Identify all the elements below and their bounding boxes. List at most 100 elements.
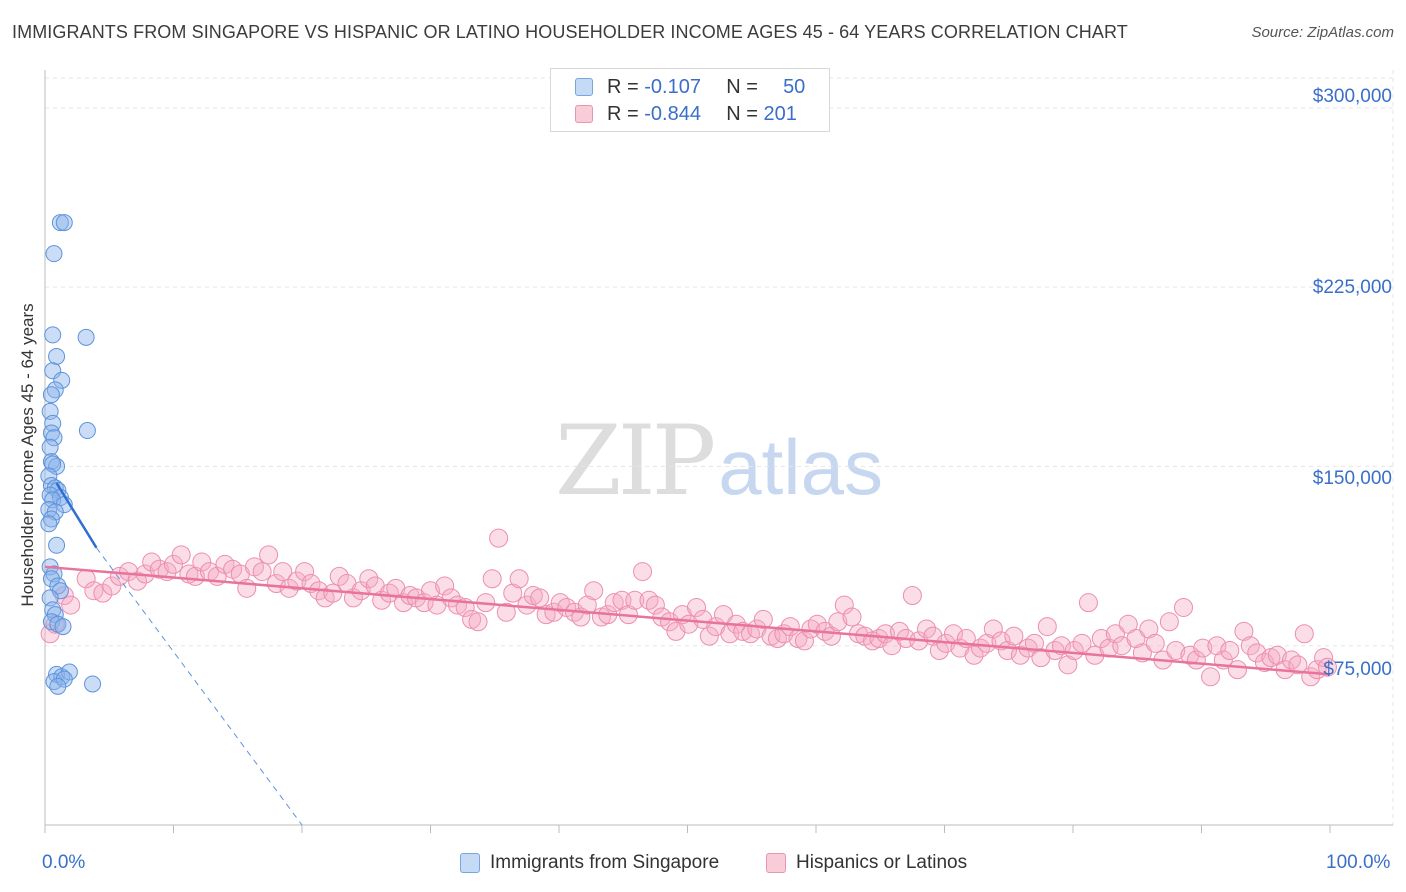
singapore-point-49 [84,675,102,693]
singapore-point-1 [55,214,73,232]
hispanic-point-124 [917,619,937,639]
hispanic-point-162 [1174,597,1194,617]
singapore-point-30 [40,515,58,533]
hispanic-point-41 [351,581,371,601]
hispanic-point-112 [834,595,854,615]
hispanic-point-75 [584,581,604,601]
hispanic-point-97 [733,621,753,641]
hispanic-point-16 [171,545,191,565]
singapore-point-42 [54,618,72,636]
legend-n-label: N = [726,75,758,98]
singapore-point-29 [42,510,60,528]
hispanic-point-92 [699,626,719,646]
hispanic-point-172 [1240,636,1260,656]
hispanic-point-133 [977,633,997,653]
hispanic-point-120 [890,621,910,641]
hispanic-point-179 [1288,655,1308,675]
hispanic-point-171 [1234,621,1254,641]
y-tick-label-300000: $300,000 [1312,86,1392,107]
source-label: Source: ZipAtlas.com [1251,24,1394,41]
chart-title: IMMIGRANTS FROM SINGAPORE VS HISPANIC OR… [12,22,1128,42]
hispanic-point-111 [828,612,848,632]
watermark-zip: ZIP [555,405,716,517]
hispanic-point-108 [807,614,827,634]
singapore-point-34 [42,570,60,588]
hispanic-point-78 [604,593,624,613]
hispanic-point-90 [686,597,706,617]
hispanic-point-12 [142,552,162,572]
hispanic-point-169 [1220,640,1240,660]
singapore-point-0 [51,214,69,232]
singapore-trendline-extension [95,547,303,826]
legend-n-value: 201 [763,102,797,125]
legend-n-label: N = [726,102,758,125]
legend-n-value: 50 [783,75,806,98]
hispanic-point-152 [1105,624,1125,644]
hispanic-point-10 [128,571,148,591]
singapore-point-12 [42,424,60,442]
hispanic-point-28 [259,545,279,565]
hispanic-point-63 [503,583,523,603]
singapore-point-14 [45,429,63,447]
hispanic-point-58 [468,612,488,632]
hispanic-point-100 [753,609,773,629]
hispanic-point-150 [1091,629,1111,649]
hispanic-point-144 [1051,636,1071,656]
hispanic-point-142 [1037,617,1057,637]
hispanic-point-3 [61,595,81,615]
hispanic-point-137 [1004,626,1024,646]
hispanic-point-29 [266,574,286,594]
hispanic-point-122 [902,586,922,605]
hispanic-point-138 [1010,645,1030,665]
series-legend-hispanic[interactable]: Hispanics or Latinos [766,852,967,874]
hispanic-point-147 [1072,633,1092,653]
singapore-point-48 [49,677,67,695]
hispanic-point-145 [1058,655,1078,675]
hispanic-point-183 [1314,648,1334,668]
x-tick-label-min: 0.0% [42,852,86,873]
hispanic-point-81 [625,590,645,610]
x-tick-label-max: 100.0% [1326,852,1391,873]
singapore-point-13 [78,422,96,440]
series-swatch-hispanic [766,853,786,873]
series-legend-singapore[interactable]: Immigrants from Singapore [460,852,719,874]
hispanic-point-53 [435,576,455,596]
hispanic-point-67 [530,588,550,608]
series-legend: Immigrants from Singapore Hispanics or L… [0,852,1406,876]
singapore-point-15 [41,438,59,456]
stats-legend-row-hispanic: R = -0.844 N = 201 [575,102,797,126]
y-tick-label-225000: $225,000 [1312,277,1392,298]
hispanic-point-64 [509,569,529,589]
hispanic-point-160 [1159,612,1179,632]
hispanic-point-165 [1193,638,1213,658]
hispanic-point-113 [842,607,862,627]
hispanic-point-173 [1247,643,1267,663]
singapore-point-4 [77,328,95,346]
hispanic-point-15 [164,554,183,574]
hispanic-point-69 [544,602,564,622]
legend-r-label: R = [607,75,639,98]
series-label-hispanic: Hispanics or Latinos [796,852,968,873]
legend-swatch-singapore [575,78,593,96]
series-swatch-singapore [460,853,480,873]
series-label-singapore: Immigrants from Singapore [490,852,720,873]
hispanic-point-155 [1126,629,1146,649]
hispanic-point-32 [287,571,307,591]
hispanic-point-167 [1207,636,1227,656]
singapore-point-23 [41,486,59,504]
hispanic-point-27 [252,562,272,582]
singapore-point-7 [53,371,71,389]
hispanic-point-61 [489,528,509,548]
hispanic-point-161 [1166,640,1186,660]
hispanic-point-146 [1064,640,1084,660]
hispanic-point-62 [496,602,516,622]
stats-legend-row-singapore: R = -0.107 N = 50 [575,75,805,99]
hispanic-point-140 [1024,633,1044,653]
hispanic-point-7 [102,576,122,596]
legend-r-label: R = [607,102,639,125]
hispanic-point-134 [983,619,1003,639]
singapore-point-27 [40,500,58,518]
hispanic-point-33 [295,562,315,582]
y-tick-label-150000: $150,000 [1312,468,1392,489]
